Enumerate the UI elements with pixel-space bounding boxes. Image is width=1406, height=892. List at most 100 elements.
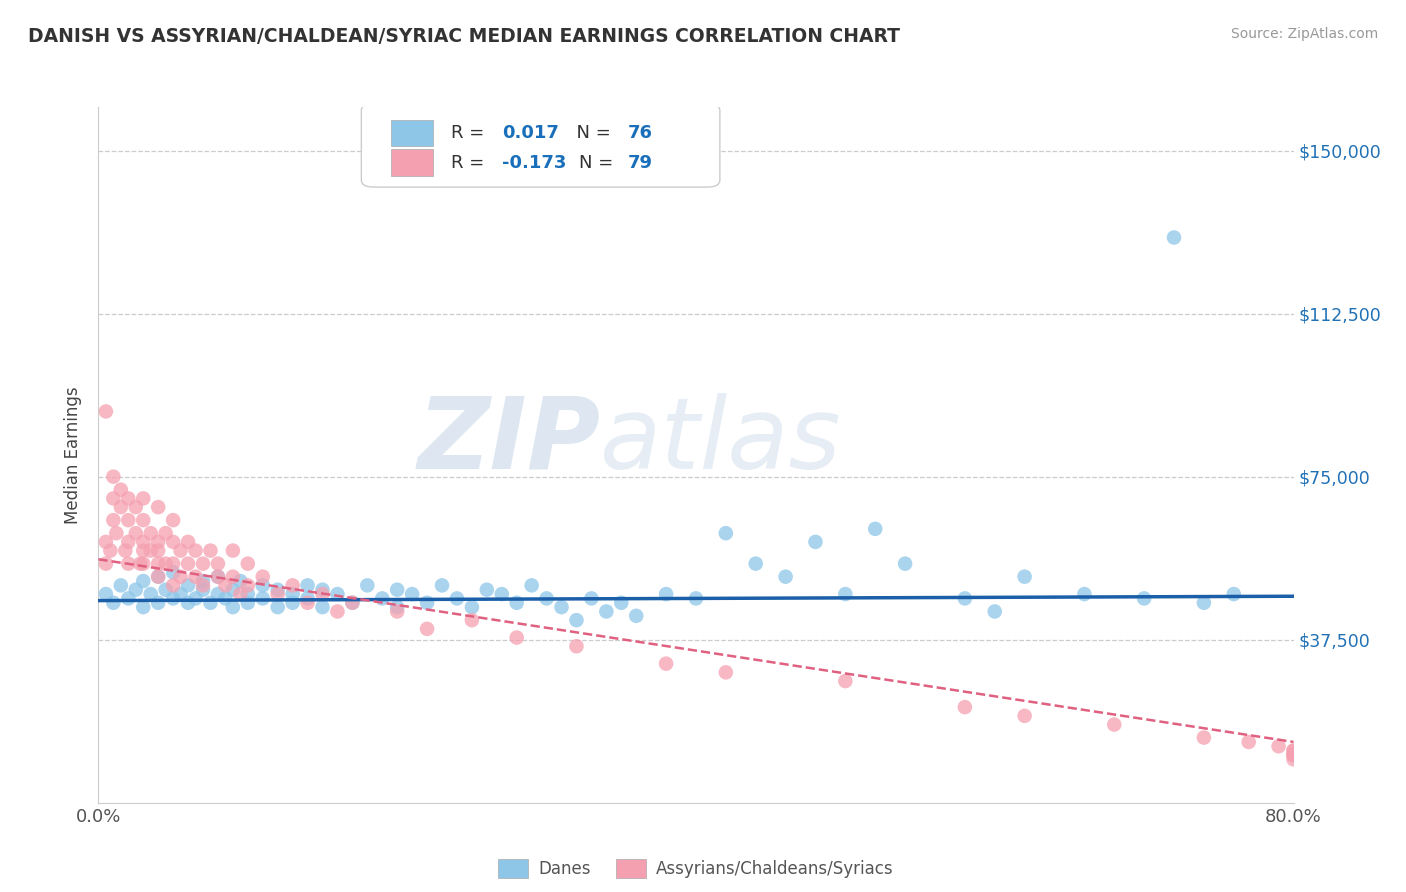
Point [953,700,976,714]
Point [520,578,543,592]
Point [461,600,484,615]
Point [371,591,394,606]
Point [297,596,319,610]
Point [714,665,737,680]
Point [1282,747,1305,762]
Point [1014,570,1036,584]
Point [105,526,128,541]
Point [148,570,170,584]
Point [745,557,768,571]
Point [200,596,222,610]
Point [132,574,155,588]
Point [281,596,304,610]
Point [129,557,152,571]
Point [148,543,170,558]
Point [207,570,229,584]
Point [162,578,184,592]
Point [155,582,177,597]
Bar [391,120,433,146]
Point [311,587,333,601]
Point [506,631,529,645]
Point [222,543,245,558]
Point [236,578,259,592]
Point [100,543,122,558]
Point [311,582,333,597]
Point [132,543,155,558]
Point [385,605,409,619]
Point [267,600,290,615]
Point [162,557,184,571]
Point [148,535,170,549]
Point [1223,587,1246,601]
Point [655,587,678,601]
Point [177,535,200,549]
Point [132,600,155,615]
Point [94,557,117,571]
Point [236,557,259,571]
Point [281,587,304,601]
Point [103,491,125,506]
Point [342,596,364,610]
Point [385,582,409,597]
Point [984,605,1007,619]
Point [342,596,364,610]
Point [1192,731,1215,745]
Point [169,543,191,558]
Point [252,578,274,592]
Point [834,674,856,689]
Text: DANISH VS ASSYRIAN/CHALDEAN/SYRIAC MEDIAN EARNINGS CORRELATION CHART: DANISH VS ASSYRIAN/CHALDEAN/SYRIAC MEDIA… [28,27,900,45]
Point [311,600,333,615]
Text: 0.017: 0.017 [502,124,560,142]
Point [229,587,252,601]
Point [94,404,117,418]
Point [139,526,162,541]
Point [184,543,207,558]
Point [191,578,214,592]
Point [267,582,290,597]
Point [222,570,245,584]
Text: 76: 76 [628,124,652,142]
Text: ZIP: ZIP [418,392,600,490]
Point [565,613,588,627]
Point [610,596,633,610]
Point [148,570,170,584]
Point [117,491,139,506]
Point [148,500,170,514]
Point [1014,708,1036,723]
Text: R =: R = [451,153,489,171]
Point [125,500,148,514]
Point [491,587,513,601]
Point [326,605,349,619]
Point [229,574,252,588]
Point [139,543,162,558]
Point [214,578,236,592]
Point [356,578,378,592]
Point [132,513,155,527]
Point [297,578,319,592]
Point [110,500,132,514]
Point [506,596,529,610]
Point [94,587,117,601]
Point [110,483,132,497]
Point [214,591,236,606]
Point [132,535,155,549]
Point [865,522,887,536]
Point [475,582,498,597]
Point [1282,744,1305,758]
Text: -0.173: -0.173 [502,153,567,171]
Point [1104,717,1126,731]
Point [162,513,184,527]
Point [1073,587,1095,601]
Point [236,596,259,610]
Point [655,657,678,671]
Point [139,587,162,601]
Point [804,535,827,549]
Point [169,587,191,601]
Point [103,513,125,527]
Y-axis label: Median Earnings: Median Earnings [65,386,83,524]
Point [155,526,177,541]
Point [191,582,214,597]
Text: atlas: atlas [600,392,842,490]
Point [326,587,349,601]
Point [169,570,191,584]
